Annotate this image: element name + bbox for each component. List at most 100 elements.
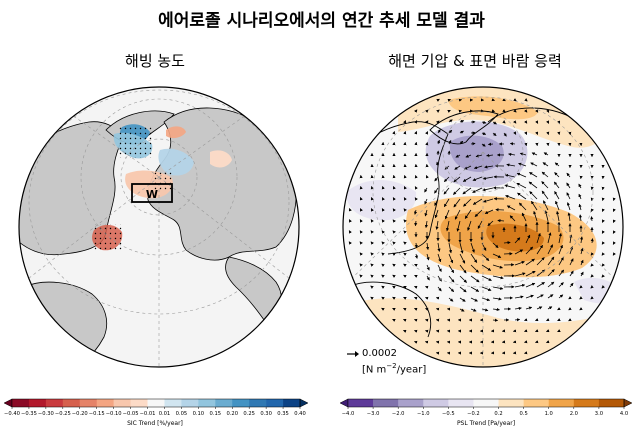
wind-vector [456,220,461,232]
graticule [347,96,619,367]
sic-colorbar-swatch [198,399,216,407]
wind-vector [381,252,385,256]
wind-vector [403,241,407,245]
wind-vector [359,208,363,212]
sic-colorbar-swatch [96,399,114,407]
wind-vector [513,109,517,113]
wind-vector [436,161,440,167]
psl-colorbar-tick-label: 0.5 [520,411,528,417]
wind-vector [465,154,472,158]
wind-vector [534,340,539,344]
reference-vector-label: 0.0002 [N m−2/year] [362,347,426,376]
wind-vector [447,109,451,113]
wind-vector [437,129,441,134]
sic-colorbar-swatch [28,399,47,407]
wind-vector [475,154,483,158]
graticule [23,89,295,367]
wind-vector [370,230,374,234]
wind-vector [370,208,374,212]
wind-vector [533,210,538,222]
wind-vector [525,294,534,299]
sic-colorbar-swatch [215,399,233,407]
wind-vector [459,130,464,134]
wind-vector [590,252,594,256]
psl-colorbar-tick-label: −0.2 [467,411,480,417]
psl-colorbar-swatch [348,399,374,407]
wind-vector [481,242,487,251]
wind-vector [403,307,407,311]
wind-vector [612,219,616,223]
wind-vector [425,109,429,113]
wind-vector [414,285,418,289]
wind-vector [470,242,475,253]
wind-vector [448,119,453,123]
wind-vector [481,143,486,147]
wind-vector [470,253,478,263]
wind-vector [492,275,504,280]
wind-vector [437,275,442,282]
wind-vector [424,285,429,289]
wind-vector [514,295,524,299]
wind-vector [403,230,407,234]
wind-vector [502,98,506,102]
wind-vector [453,187,461,195]
wind-vector [359,274,363,278]
wind-vector [558,244,563,255]
wind-vector [612,252,616,256]
psl-neg-west [346,179,417,221]
psl-colorbar-tick-label: −4.0 [342,411,355,417]
wind-vector [454,209,461,220]
psl-colorbar-tick-label: −1.0 [417,411,430,417]
wind-vector [601,285,605,289]
wind-vector [425,120,429,124]
wind-vector [403,174,407,179]
wind-vector [503,241,511,245]
psl-colorbar-swatch [598,399,625,407]
wind-vector [612,230,616,234]
sic-colorbar-label: SIC Trend [%/year] [127,420,183,427]
wind-vector [578,203,582,211]
psl-colorbar-extend-high [623,398,633,408]
wind-vector [481,120,487,124]
wind-vector [612,241,616,245]
reference-vector-units: [N m−2/year] [362,362,427,376]
wind-vector [514,283,526,288]
wind-vector [569,234,573,244]
wind-vector [531,152,538,156]
wind-vector [601,208,605,212]
wind-vector [464,209,472,219]
sic-colorbar-tick-label: −0.20 [72,411,88,417]
wind-vector [601,263,605,267]
wind-vector [392,263,396,267]
wind-vector [414,120,418,124]
sic-colorbar-tick-label: 0.25 [243,411,255,417]
wind-vector [486,153,494,158]
psl-colorbar-swatch [498,399,524,407]
wind-vector [435,220,439,230]
wind-vector [590,238,594,244]
psl-colorbar-swatch [523,399,550,407]
sic-colorbar-tick-label: −0.35 [21,411,37,417]
wind-vector [370,185,374,190]
wind-vector [558,269,565,277]
wind-vector [579,296,583,300]
wind-vector [348,230,352,234]
wind-vector [543,152,549,156]
psl-colorbar-tick-label: 4.0 [620,411,628,417]
wind-vector [568,296,572,300]
wind-vector [448,275,455,283]
wind-vector [541,181,549,189]
wind-vector [528,181,538,189]
wind-vector [370,197,374,201]
wind-vector [403,186,407,190]
wind-vector [514,261,525,266]
land-africa [19,281,108,367]
wind-vector [601,219,605,223]
wind-vector [472,176,483,181]
wind-vector [601,230,605,234]
wind-vector [381,274,385,278]
wind-vector [414,174,418,179]
wind-vector [530,162,538,167]
globe-outline [342,86,624,368]
wind-vector [437,286,442,292]
